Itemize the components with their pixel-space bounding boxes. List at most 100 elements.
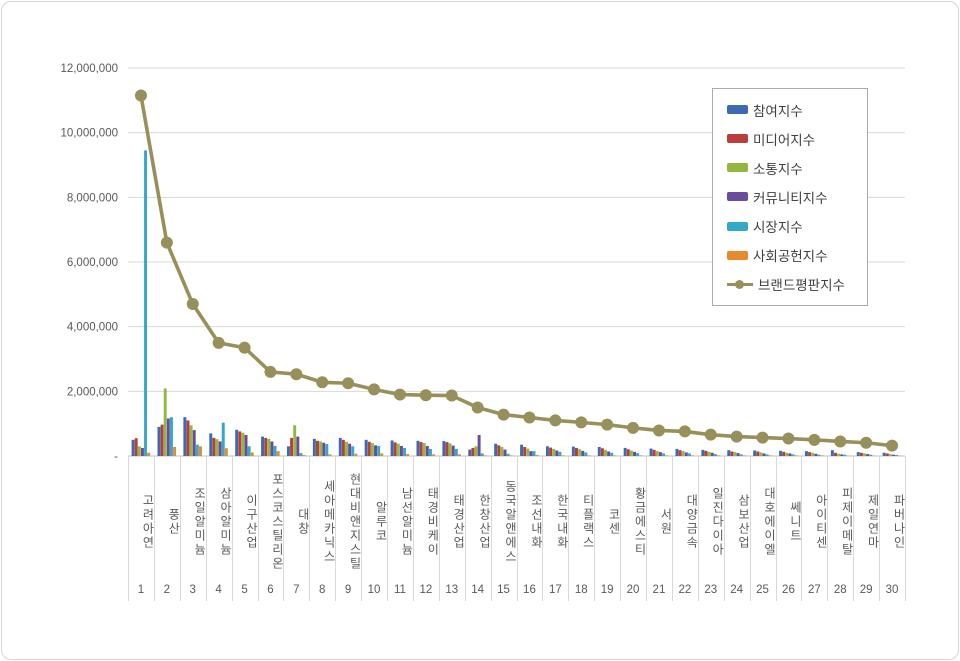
bar-참여지수 bbox=[442, 441, 446, 456]
brand-reputation-marker bbox=[264, 365, 277, 378]
bar-시장지수 bbox=[169, 417, 173, 456]
market-swatch bbox=[727, 221, 748, 231]
brand-reputation-marker bbox=[549, 414, 562, 427]
legend-label: 소통지수 bbox=[753, 161, 803, 177]
bar-참여지수 bbox=[157, 426, 161, 456]
bar-소통지수 bbox=[604, 449, 607, 456]
bar-소통지수 bbox=[681, 451, 685, 456]
bar-사회공헌지수 bbox=[173, 446, 177, 456]
brand-reputation-marker bbox=[627, 421, 640, 434]
bar-미디어지수 bbox=[497, 445, 501, 456]
brand-reputation-marker bbox=[238, 341, 251, 354]
brand-reputation-marker bbox=[497, 408, 510, 421]
legend-label: 커뮤니티지수 bbox=[753, 190, 828, 206]
bar-미디어지수 bbox=[730, 451, 734, 456]
legend-item-community: 커뮤니티지수 bbox=[727, 187, 867, 207]
bar-사회공헌지수 bbox=[432, 454, 436, 456]
bar-참여지수 bbox=[131, 439, 135, 456]
bar-커뮤니티지수 bbox=[684, 452, 688, 456]
y-tick-label: 12,000,000 bbox=[60, 63, 118, 75]
bar-미디어지수 bbox=[186, 420, 190, 456]
bar-시장지수 bbox=[377, 445, 381, 456]
legend-label: 시장지수 bbox=[753, 220, 803, 236]
bar-소통지수 bbox=[137, 446, 141, 456]
legend-label: 브랜드평판지수 bbox=[758, 278, 845, 294]
bar-소통지수 bbox=[888, 454, 892, 456]
bar-사회공헌지수 bbox=[509, 455, 513, 456]
bar-커뮤니티지수 bbox=[529, 451, 533, 456]
brand-reputation-marker bbox=[368, 383, 381, 396]
bar-미디어지수 bbox=[419, 442, 423, 456]
bar-소통지수 bbox=[785, 452, 789, 456]
bar-사회공헌지수 bbox=[742, 455, 746, 456]
y-tick-label: 8,000,000 bbox=[67, 192, 118, 204]
bar-커뮤니티지수 bbox=[477, 434, 481, 456]
bar-커뮤니티지수 bbox=[710, 452, 714, 456]
bar-미디어지수 bbox=[471, 447, 475, 456]
bar-시장지수 bbox=[403, 447, 407, 456]
bar-소통지수 bbox=[837, 453, 841, 456]
bar-사회공헌지수 bbox=[691, 455, 695, 456]
brand-reputation-line-swatch bbox=[727, 279, 753, 289]
bar-커뮤니티지수 bbox=[451, 445, 455, 456]
bar-소통지수 bbox=[552, 448, 556, 456]
bar-사회공헌지수 bbox=[406, 454, 410, 456]
bar-미디어지수 bbox=[575, 447, 578, 456]
bar-참여지수 bbox=[286, 446, 290, 456]
bar-시장지수 bbox=[869, 454, 873, 456]
brand-reputation-marker bbox=[419, 389, 432, 402]
legend-item-media: 미디어지수 bbox=[727, 129, 867, 149]
community-swatch bbox=[727, 192, 748, 202]
y-tick-label: 4,000,000 bbox=[67, 322, 118, 334]
brand-reputation-marker bbox=[704, 428, 717, 441]
bar-커뮤니티지수 bbox=[348, 443, 352, 456]
bar-시장지수 bbox=[662, 453, 666, 456]
brand-reputation-marker bbox=[342, 377, 355, 390]
bar-참여지수 bbox=[727, 450, 731, 456]
bar-참여지수 bbox=[623, 447, 627, 456]
bar-사회공헌지수 bbox=[535, 455, 539, 456]
bar-사회공헌지수 bbox=[665, 455, 669, 456]
bar-커뮤니티지수 bbox=[555, 450, 559, 456]
brand-reputation-marker bbox=[316, 376, 329, 389]
participation-swatch bbox=[727, 105, 748, 115]
bar-시장지수 bbox=[739, 454, 743, 456]
bar-시장지수 bbox=[325, 444, 329, 456]
bar-미디어지수 bbox=[393, 442, 397, 456]
bar-소통지수 bbox=[241, 432, 245, 456]
brand-reputation-marker bbox=[523, 411, 536, 424]
bar-커뮤니티지수 bbox=[658, 452, 662, 456]
bar-참여지수 bbox=[545, 446, 549, 456]
bar-미디어지수 bbox=[445, 442, 449, 456]
bar-미디어지수 bbox=[756, 451, 760, 456]
bar-시장지수 bbox=[273, 445, 277, 456]
bar-커뮤니티지수 bbox=[425, 445, 429, 456]
bar-사회공헌지수 bbox=[794, 455, 798, 456]
brand-reputation-marker bbox=[756, 431, 769, 444]
brand-reputation-marker bbox=[160, 236, 173, 249]
legend-item-market: 시장지수 bbox=[727, 216, 867, 236]
bar-커뮤니티지수 bbox=[322, 442, 326, 456]
bar-미디어지수 bbox=[212, 437, 216, 456]
bar-시장지수 bbox=[817, 454, 821, 456]
bar-참여지수 bbox=[882, 452, 886, 456]
bar-소통지수 bbox=[215, 439, 219, 456]
bar-커뮤니티지수 bbox=[581, 450, 585, 456]
bar-시장지수 bbox=[532, 451, 536, 456]
bar-시장지수 bbox=[144, 150, 148, 456]
bar-소통지수 bbox=[319, 441, 323, 456]
bar-미디어지수 bbox=[160, 424, 164, 456]
bar-커뮤니티지수 bbox=[736, 453, 740, 456]
bar-참여지수 bbox=[830, 450, 834, 456]
bar-시장지수 bbox=[506, 453, 510, 456]
bar-커뮤니티지수 bbox=[270, 441, 274, 456]
bar-미디어지수 bbox=[134, 438, 138, 456]
legend-item-participation: 참여지수 bbox=[727, 100, 867, 120]
bar-사회공헌지수 bbox=[276, 451, 280, 456]
bar-미디어지수 bbox=[834, 452, 837, 456]
bar-소통지수 bbox=[707, 451, 711, 456]
brand-reputation-marker bbox=[886, 439, 899, 452]
bar-시장지수 bbox=[351, 446, 355, 456]
bar-커뮤니티지수 bbox=[892, 454, 895, 456]
bar-소통지수 bbox=[163, 388, 167, 456]
